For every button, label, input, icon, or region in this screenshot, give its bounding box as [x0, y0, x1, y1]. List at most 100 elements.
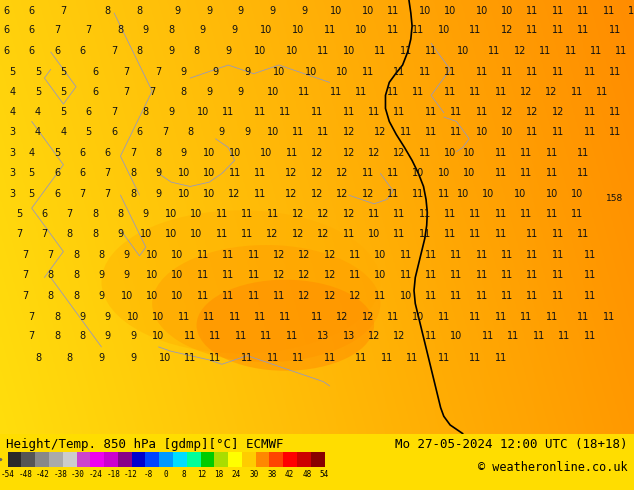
Text: 11: 11	[425, 107, 437, 117]
Text: 11: 11	[273, 291, 285, 301]
Text: 8: 8	[136, 46, 143, 56]
Text: 6: 6	[79, 46, 86, 56]
Bar	[311, 452, 325, 467]
Text: 8: 8	[48, 270, 54, 280]
Text: 11: 11	[425, 46, 437, 56]
Text: 10: 10	[228, 147, 241, 158]
Text: -38: -38	[53, 470, 67, 479]
Text: 4: 4	[10, 107, 16, 117]
Text: 10: 10	[158, 353, 171, 363]
Text: 11: 11	[495, 229, 507, 239]
Bar	[77, 452, 90, 467]
Text: 10: 10	[266, 127, 279, 137]
Text: 5: 5	[35, 67, 41, 76]
Text: 11: 11	[526, 291, 539, 301]
Text: 11: 11	[355, 353, 368, 363]
Text: 11: 11	[507, 331, 520, 341]
Text: 11: 11	[501, 291, 514, 301]
Text: 10: 10	[463, 169, 476, 178]
Text: 8: 8	[181, 470, 186, 479]
Bar	[132, 452, 145, 467]
Text: 11: 11	[444, 209, 456, 219]
Text: 11: 11	[387, 6, 399, 16]
Text: 10: 10	[476, 127, 488, 137]
Text: 11: 11	[228, 169, 241, 178]
Text: 10: 10	[330, 6, 342, 16]
Bar	[200, 452, 214, 467]
Bar	[173, 452, 187, 467]
Text: 12: 12	[323, 291, 336, 301]
Text: 13: 13	[342, 331, 355, 341]
Text: 10: 10	[501, 127, 514, 137]
Bar	[242, 452, 256, 467]
Text: 12: 12	[266, 229, 279, 239]
Bar	[283, 452, 297, 467]
Text: 11: 11	[469, 209, 482, 219]
Text: 6: 6	[54, 189, 60, 199]
Text: 12: 12	[393, 147, 406, 158]
Text: 12: 12	[285, 169, 298, 178]
Text: 10: 10	[450, 331, 463, 341]
Bar	[187, 452, 200, 467]
Text: 11: 11	[577, 25, 590, 35]
Text: 8: 8	[92, 229, 98, 239]
Text: 11: 11	[552, 127, 564, 137]
Text: 5: 5	[60, 67, 67, 76]
Text: 11: 11	[349, 270, 361, 280]
Text: 11: 11	[469, 229, 482, 239]
Text: 158: 158	[605, 194, 623, 203]
Text: 11: 11	[393, 229, 406, 239]
Text: 9: 9	[219, 127, 225, 137]
Text: 11: 11	[292, 353, 304, 363]
Text: 11: 11	[495, 353, 507, 363]
Text: 11: 11	[222, 249, 235, 260]
Text: 12: 12	[545, 87, 558, 97]
Text: 11: 11	[254, 312, 266, 321]
Text: 10: 10	[355, 25, 368, 35]
Text: 8: 8	[67, 229, 73, 239]
Text: 11: 11	[355, 87, 368, 97]
Text: 10: 10	[203, 169, 216, 178]
Text: 11: 11	[495, 209, 507, 219]
Text: 6: 6	[41, 209, 48, 219]
Text: 11: 11	[437, 312, 450, 321]
Text: 8: 8	[143, 107, 149, 117]
Text: 10: 10	[463, 147, 476, 158]
Text: 9: 9	[155, 169, 162, 178]
Text: 6: 6	[29, 25, 35, 35]
Text: 11: 11	[583, 291, 596, 301]
Text: 12: 12	[368, 331, 380, 341]
Text: 9: 9	[244, 127, 250, 137]
Text: 9: 9	[181, 67, 187, 76]
Ellipse shape	[197, 280, 374, 371]
Text: 6: 6	[79, 147, 86, 158]
Text: 9: 9	[117, 229, 124, 239]
Text: 11: 11	[450, 249, 463, 260]
Text: 11: 11	[583, 107, 596, 117]
Text: 11: 11	[501, 249, 514, 260]
Text: 6: 6	[29, 46, 35, 56]
Text: 11: 11	[285, 147, 298, 158]
Text: 12: 12	[368, 147, 380, 158]
Text: 10: 10	[171, 270, 184, 280]
Text: 12: 12	[311, 147, 323, 158]
Text: 10: 10	[292, 25, 304, 35]
Text: 11: 11	[590, 46, 602, 56]
Text: 6: 6	[54, 46, 60, 56]
Text: 6: 6	[3, 6, 10, 16]
Text: 11: 11	[406, 353, 418, 363]
Bar	[145, 452, 159, 467]
Text: 8: 8	[48, 291, 54, 301]
Text: 12: 12	[323, 249, 336, 260]
Text: 10: 10	[152, 312, 165, 321]
Text: 10: 10	[501, 6, 514, 16]
Text: 10: 10	[146, 270, 158, 280]
Text: 11: 11	[520, 147, 533, 158]
Text: 7: 7	[162, 127, 168, 137]
Text: 8: 8	[54, 331, 60, 341]
Text: 8: 8	[130, 189, 136, 199]
Text: 9: 9	[269, 6, 276, 16]
Text: 9: 9	[301, 6, 307, 16]
Text: 10: 10	[197, 107, 209, 117]
Text: 7: 7	[105, 169, 111, 178]
